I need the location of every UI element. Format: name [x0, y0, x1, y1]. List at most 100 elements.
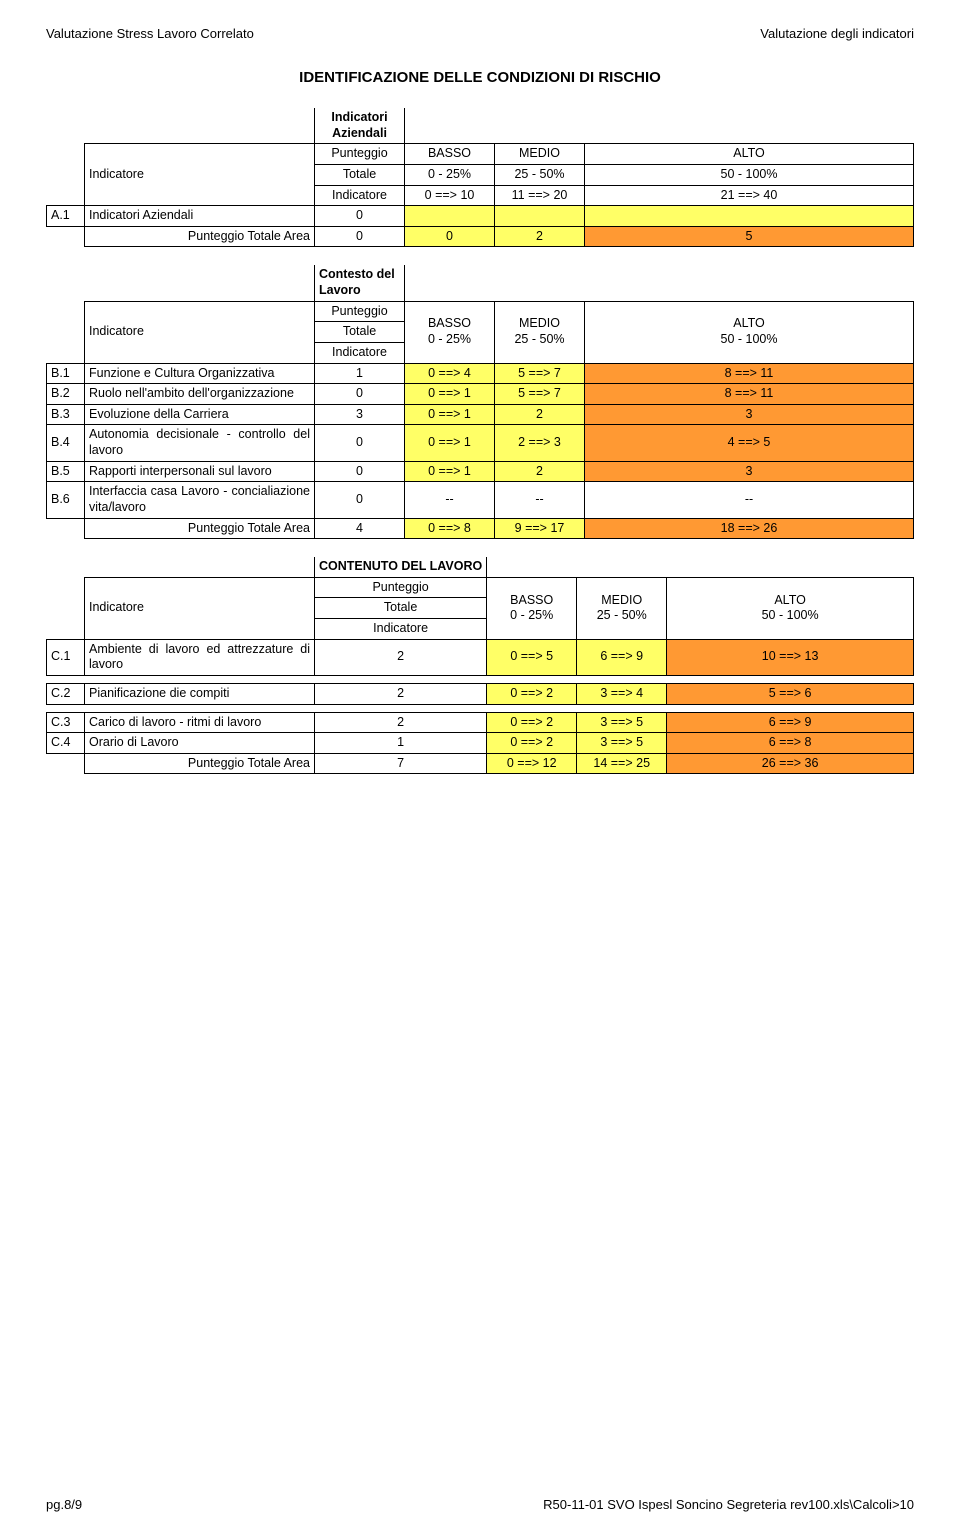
row-medio: 2 [495, 461, 585, 482]
alto-l1: ALTO [671, 593, 909, 609]
group-title-c: CONTENUTO DEL LAVORO [315, 557, 487, 577]
row-alto: 4 ==> 5 [585, 425, 914, 461]
row-code: C.2 [47, 683, 85, 704]
row-alto: 8 ==> 11 [585, 384, 914, 405]
totals-label: Punteggio Totale Area [85, 226, 315, 247]
row-code: B.6 [47, 482, 85, 518]
row-label: Orario di Lavoro [85, 733, 315, 754]
row-basso: 0 ==> 1 [405, 461, 495, 482]
table-row: C.1 Ambiente di lavoro ed attrezzature d… [47, 639, 914, 675]
totals-row: Punteggio Totale Area 0 0 2 5 [47, 226, 914, 247]
row-code: C.1 [47, 639, 85, 675]
totals-label: Punteggio Totale Area [85, 753, 315, 774]
row-basso: -- [405, 482, 495, 518]
row-code: C.4 [47, 733, 85, 754]
row-label: Carico di lavoro - ritmi di lavoro [85, 712, 315, 733]
row-basso [405, 206, 495, 227]
header-left: Valutazione Stress Lavoro Correlato [46, 26, 254, 41]
totals-row: Punteggio Totale Area 7 0 ==> 12 14 ==> … [47, 753, 914, 774]
medio-l3-a: 11 ==> 20 [495, 185, 585, 206]
footer-right: R50-11-01 SVO Ispesl Soncino Segreteria … [543, 1497, 914, 1512]
punteggio-l2: Totale [315, 164, 405, 185]
row-basso: 0 ==> 2 [487, 712, 577, 733]
table-row: B.5 Rapporti interpersonali sul lavoro 0… [47, 461, 914, 482]
row-score: 0 [315, 384, 405, 405]
totals-alto: 5 [585, 226, 914, 247]
page: Valutazione Stress Lavoro Correlato Valu… [0, 0, 960, 1532]
row-medio: -- [495, 482, 585, 518]
totals-row: Punteggio Totale Area 4 0 ==> 8 9 ==> 17… [47, 518, 914, 539]
medio-l1: MEDIO [581, 593, 662, 609]
row-alto: 6 ==> 8 [667, 733, 914, 754]
footer-left: pg.8/9 [46, 1497, 82, 1512]
totals-score: 4 [315, 518, 405, 539]
row-medio: 3 ==> 5 [577, 733, 667, 754]
row-alto: 10 ==> 13 [667, 639, 914, 675]
row-medio: 2 [495, 404, 585, 425]
medio-l1: MEDIO [495, 144, 585, 165]
row-basso: 0 ==> 1 [405, 384, 495, 405]
punteggio-l3: Indicatore [315, 342, 405, 363]
totals-basso: 0 ==> 12 [487, 753, 577, 774]
totals-medio: 14 ==> 25 [577, 753, 667, 774]
basso-l2: 0 - 25% [491, 608, 572, 624]
punteggio-l1: Punteggio [315, 577, 487, 598]
totals-score: 7 [315, 753, 487, 774]
table-row: C.3 Carico di lavoro - ritmi di lavoro 2… [47, 712, 914, 733]
table-row: B.4 Autonomia decisionale - controllo de… [47, 425, 914, 461]
medio-l2: 25 - 50% [581, 608, 662, 624]
indicatore-header: Indicatore [85, 144, 315, 206]
group-title-a: Indicatori Aziendali [315, 108, 405, 144]
medio-l2: 25 - 50% [499, 332, 580, 348]
punteggio-l1: Punteggio [315, 301, 405, 322]
medio-l1: MEDIO [499, 316, 580, 332]
row-score: 0 [315, 461, 405, 482]
totals-alto: 18 ==> 26 [585, 518, 914, 539]
indicatore-header: Indicatore [85, 301, 315, 363]
totals-label: Punteggio Totale Area [85, 518, 315, 539]
table-row: B.2 Ruolo nell'ambito dell'organizzazion… [47, 384, 914, 405]
alto-l1: ALTO [585, 144, 914, 165]
row-label: Ambiente di lavoro ed attrezzature di la… [85, 639, 315, 675]
header-right: Valutazione degli indicatori [760, 26, 914, 41]
totals-basso: 0 [405, 226, 495, 247]
row-alto: 5 ==> 6 [667, 683, 914, 704]
alto-l2: 50 - 100% [585, 164, 914, 185]
row-code: B.3 [47, 404, 85, 425]
row-code: B.1 [47, 363, 85, 384]
row-medio: 5 ==> 7 [495, 363, 585, 384]
row-score: 1 [315, 363, 405, 384]
table-contenuto-lavoro: CONTENUTO DEL LAVORO Indicatore Punteggi… [46, 557, 914, 774]
basso-l1: BASSO [405, 144, 495, 165]
totals-medio: 9 ==> 17 [495, 518, 585, 539]
alto-l1: ALTO [589, 316, 909, 332]
row-alto: -- [585, 482, 914, 518]
alto-l2: 50 - 100% [671, 608, 909, 624]
page-title: IDENTIFICAZIONE DELLE CONDIZIONI DI RISC… [46, 69, 914, 86]
basso-l2: 0 - 25% [409, 332, 490, 348]
row-score: 0 [315, 206, 405, 227]
row-label: Pianificazione die compiti [85, 683, 315, 704]
row-medio [495, 206, 585, 227]
spacer-row [47, 704, 914, 712]
row-label: Funzione e Cultura Organizzativa [85, 363, 315, 384]
basso-l1: BASSO [491, 593, 572, 609]
row-alto: 3 [585, 404, 914, 425]
row-score: 2 [315, 683, 487, 704]
row-score: 0 [315, 482, 405, 518]
row-score: 2 [315, 712, 487, 733]
punteggio-l2: Totale [315, 322, 405, 343]
medio-l2: 25 - 50% [495, 164, 585, 185]
row-code: A.1 [47, 206, 85, 227]
row-label: Rapporti interpersonali sul lavoro [85, 461, 315, 482]
totals-basso: 0 ==> 8 [405, 518, 495, 539]
row-basso: 0 ==> 5 [487, 639, 577, 675]
row-medio: 3 ==> 4 [577, 683, 667, 704]
punteggio-l2: Totale [315, 598, 487, 619]
row-code: C.3 [47, 712, 85, 733]
row-basso: 0 ==> 2 [487, 733, 577, 754]
row-score: 2 [315, 639, 487, 675]
row-score: 3 [315, 404, 405, 425]
row-basso: 0 ==> 1 [405, 404, 495, 425]
table-contesto-lavoro: Contesto del Lavoro Indicatore Punteggio… [46, 265, 914, 539]
